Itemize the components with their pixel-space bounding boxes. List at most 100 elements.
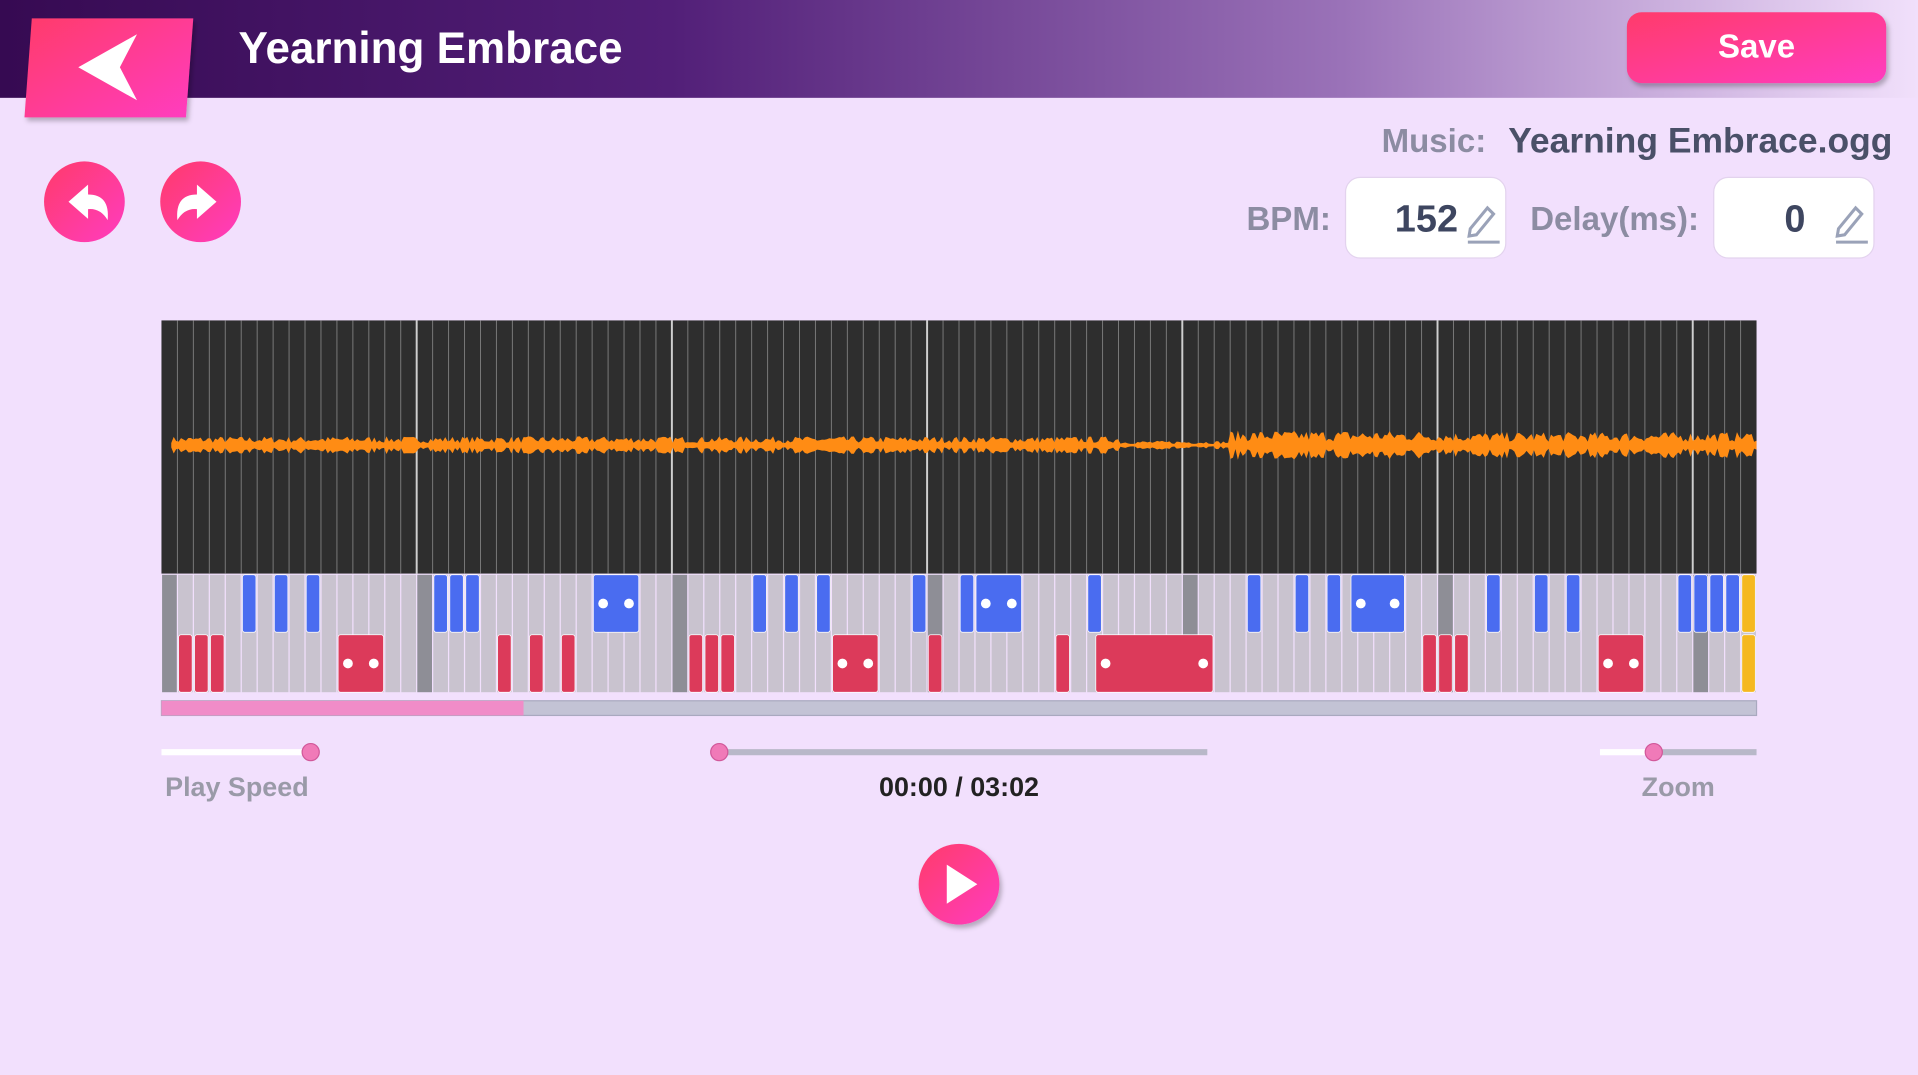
save-button-bg[interactable]	[1626, 12, 1887, 84]
lane-column	[768, 574, 783, 693]
note	[592, 574, 640, 633]
delay-edit-icon	[1835, 205, 1868, 244]
note-handle	[1355, 598, 1366, 609]
play-icon	[946, 864, 978, 904]
lane-column	[1406, 574, 1421, 693]
note-handle	[863, 658, 874, 669]
note	[1055, 634, 1070, 693]
note	[1741, 634, 1756, 693]
lane-column	[1645, 574, 1661, 693]
lane-column	[512, 574, 528, 693]
note-handle	[1389, 598, 1400, 609]
note-handle	[624, 598, 634, 609]
note	[433, 574, 448, 633]
note	[449, 574, 464, 633]
back-arrow	[78, 34, 137, 101]
note	[194, 634, 209, 693]
note	[1294, 574, 1310, 633]
play-speed-label: Play Speed	[165, 772, 309, 802]
lane-column	[1517, 574, 1533, 693]
lane-column	[289, 574, 305, 693]
note	[1534, 574, 1549, 633]
note	[1326, 574, 1341, 633]
lane-column	[1230, 574, 1246, 693]
note	[704, 634, 719, 693]
note	[1709, 574, 1724, 633]
lane-column	[225, 574, 241, 693]
note	[305, 574, 321, 633]
note	[1597, 634, 1645, 693]
note-handle	[1198, 658, 1209, 669]
note-lanes	[162, 574, 1756, 693]
lane-column	[257, 574, 273, 693]
waveform	[171, 430, 1757, 460]
lane-column	[1581, 574, 1597, 693]
speed-slider-knob[interactable]	[301, 742, 320, 762]
bpm-edit-icon	[1467, 205, 1500, 244]
lane-column	[481, 574, 496, 693]
zoom-slider-knob[interactable]	[1644, 742, 1663, 762]
note	[1486, 574, 1501, 633]
back-button[interactable]	[24, 18, 194, 118]
lane-column	[544, 574, 560, 693]
undo-button[interactable]	[44, 161, 125, 243]
lane-column	[879, 574, 895, 693]
scroll-thumb[interactable]	[161, 700, 524, 716]
note	[1725, 574, 1740, 633]
save-button[interactable]: Save	[1626, 12, 1887, 84]
lane-column	[640, 574, 656, 693]
lane-column	[1278, 574, 1294, 693]
note	[752, 574, 767, 633]
header-bar	[0, 0, 1918, 98]
note-handle	[1100, 658, 1111, 669]
note	[927, 634, 943, 693]
lane-column	[1262, 574, 1278, 693]
note	[337, 634, 384, 693]
note	[975, 574, 1022, 633]
note	[1438, 634, 1453, 693]
lane-column	[1071, 574, 1086, 693]
note	[912, 574, 927, 633]
bpm-input[interactable]	[1344, 176, 1507, 259]
bpm-value: 152	[1395, 198, 1458, 240]
lane-column	[1661, 574, 1677, 693]
lane-column	[1310, 574, 1326, 693]
lane-column	[672, 574, 688, 693]
lane-column	[576, 574, 592, 693]
save-label: Save	[1718, 28, 1795, 65]
note-handle	[368, 658, 379, 669]
note	[561, 634, 576, 693]
note	[242, 574, 257, 633]
redo-icon	[177, 184, 217, 221]
note	[720, 634, 735, 693]
note-handle	[980, 598, 991, 609]
lane-column	[736, 574, 752, 693]
delay-label: Delay(ms):	[1530, 200, 1699, 237]
delay-input[interactable]	[1713, 176, 1875, 259]
note	[1677, 574, 1692, 633]
note	[210, 634, 225, 693]
note	[273, 574, 289, 633]
note-handle	[343, 658, 353, 669]
lane-column	[943, 574, 959, 693]
lane-column	[1470, 574, 1485, 693]
note	[1741, 574, 1756, 633]
note-handle	[1006, 598, 1017, 609]
note	[1087, 574, 1102, 633]
zoom-label: Zoom	[1642, 772, 1715, 802]
song-title: Yearning Embrace	[239, 24, 623, 73]
note	[784, 574, 799, 633]
play-button[interactable]	[918, 843, 1000, 925]
redo-button[interactable]	[160, 161, 241, 243]
lane-column	[162, 574, 177, 693]
time-slider-knob[interactable]	[710, 742, 729, 762]
lane-column	[417, 574, 433, 693]
bpm-label: BPM:	[1246, 200, 1330, 237]
music-label: Music:	[1382, 122, 1487, 159]
note-handle	[1628, 658, 1639, 669]
note	[178, 634, 193, 693]
lane-column	[656, 574, 672, 693]
note	[1693, 574, 1708, 633]
